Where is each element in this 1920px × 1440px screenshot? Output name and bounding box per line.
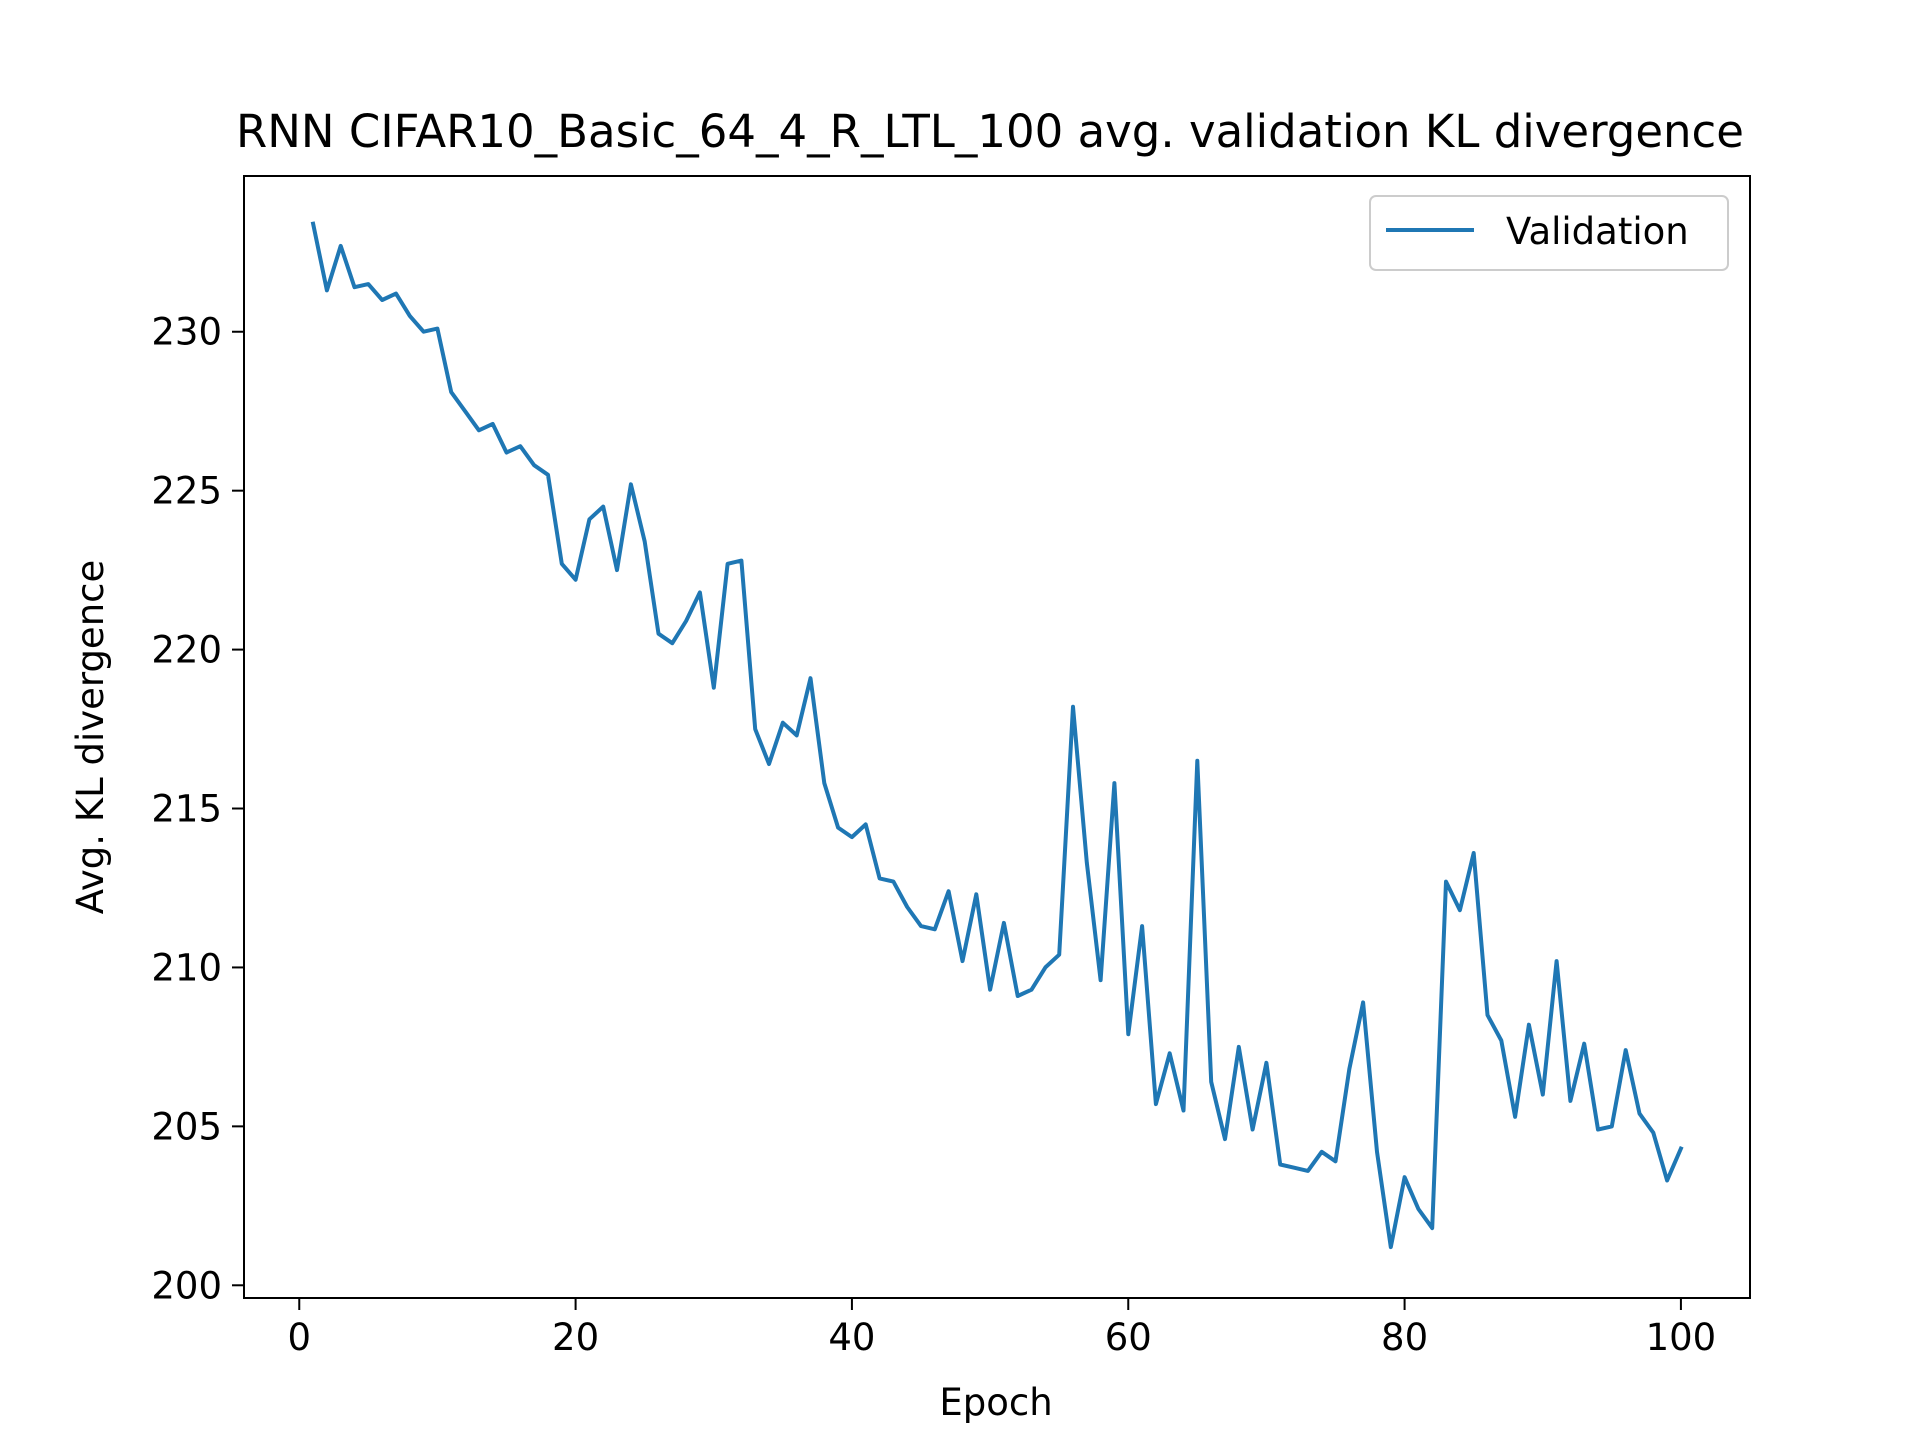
y-axis-label: Avg. KL divergence (69, 560, 112, 914)
x-tick-label: 80 (1381, 1316, 1428, 1359)
y-tick-label: 210 (151, 946, 222, 989)
plot-area (310, 221, 1684, 1250)
x-tick-label: 100 (1646, 1316, 1717, 1359)
y-tick-label: 215 (151, 788, 222, 831)
y-tick-label: 225 (151, 470, 222, 513)
y-axis: 200 205 210 215 220 225 230 (151, 311, 244, 1307)
y-tick-label: 230 (151, 311, 222, 354)
x-axis-label: Epoch (939, 1381, 1052, 1424)
y-tick-label: 205 (151, 1105, 222, 1148)
x-tick-label: 20 (552, 1316, 599, 1359)
chart-title: RNN CIFAR10_Basic_64_4_R_LTL_100 avg. va… (236, 105, 1744, 158)
axes-frame (243, 175, 1751, 1299)
x-axis: 0 20 40 60 80 100 (287, 1298, 1716, 1359)
x-tick-label: 60 (1105, 1316, 1152, 1359)
series-line-validation (310, 221, 1684, 1250)
x-tick-label: 40 (828, 1316, 875, 1359)
legend: Validation (1369, 195, 1729, 271)
y-tick-label: 200 (151, 1264, 222, 1307)
y-tick-label: 220 (151, 629, 222, 672)
x-tick-label: 0 (287, 1316, 311, 1359)
legend-box (1369, 195, 1729, 271)
legend-label-validation: Validation (1506, 210, 1689, 253)
